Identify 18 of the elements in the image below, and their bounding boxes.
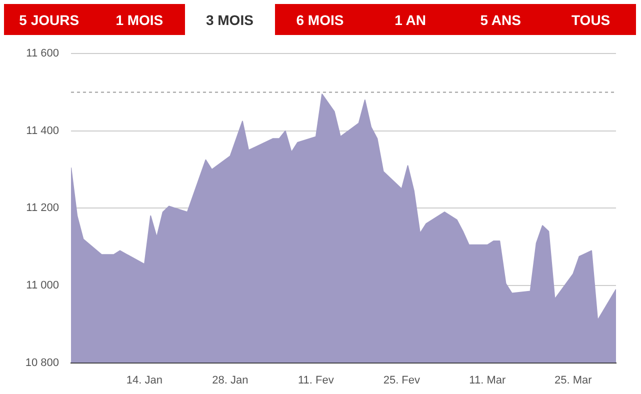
y-tick-label: 11 600 (26, 48, 59, 60)
text: 1 MOIS (94, 4, 185, 35)
x-tick-label: 25. Fev (383, 374, 421, 386)
y-tick-label: 10 800 (25, 356, 59, 369)
text: TOUS (546, 4, 636, 35)
text: 1 AN (365, 4, 456, 35)
x-tick-label: 11. Fev (298, 374, 334, 386)
text: 5 ANS (455, 4, 546, 35)
y-tick-label: 11 400 (26, 124, 59, 137)
text: 5 JOURS (4, 4, 94, 35)
x-tick-label: 25. Mar (554, 374, 592, 386)
y-tick-label: 11 000 (26, 280, 59, 292)
x-tick-label: 11. Mar (469, 374, 506, 386)
y-tick-label: 11 200 (26, 202, 59, 214)
x-tick-label: 28. Jan (212, 374, 248, 386)
text: 3 MOIS (184, 4, 275, 35)
text: 6 MOIS (274, 4, 366, 35)
x-tick-label: 14. Jan (126, 374, 163, 386)
